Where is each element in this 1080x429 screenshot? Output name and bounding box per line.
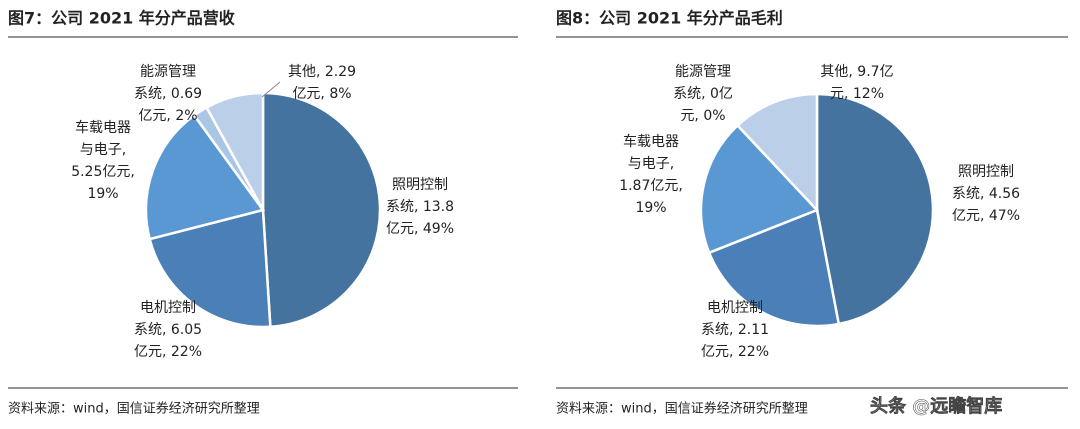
slice-label: 亿元, 22% xyxy=(134,344,202,360)
slice-label: 与电子, xyxy=(80,142,126,158)
pie-slice xyxy=(707,208,841,328)
pie-slice xyxy=(261,91,382,329)
slice-label: 照明控制 xyxy=(392,177,448,193)
chart-title: 图7：公司 2021 年分产品营收 xyxy=(8,9,235,28)
source-note: 资料来源：wind，国信证券经济研究所整理 xyxy=(8,401,260,417)
slice-label: 能源管理 xyxy=(675,64,731,80)
pie-slice xyxy=(204,91,265,211)
slice-label: 车载电器 xyxy=(623,133,679,150)
source-note: 资料来源：wind，国信证券经济研究所整理 xyxy=(556,401,808,417)
slice-label: 系统, 4.56 xyxy=(952,186,1020,202)
slice-label: 1.87亿元, xyxy=(619,178,683,194)
slice-label: 亿元, 8% xyxy=(292,86,351,102)
watermark: 头条 @远瞻智库 xyxy=(870,395,1002,417)
slice-label: 亿元, 49% xyxy=(386,221,454,237)
slice-label: 系统, 2.11 xyxy=(701,322,769,338)
pie-slice xyxy=(144,113,266,241)
slice-label: 19% xyxy=(87,186,118,202)
slice-label: 电机控制 xyxy=(707,300,763,316)
leader-line xyxy=(261,81,281,98)
slice-label: 系统, 13.8 xyxy=(386,199,454,215)
slice-label: 照明控制 xyxy=(958,164,1014,180)
slice-label: 系统, 0亿 xyxy=(673,86,733,102)
pie-slice xyxy=(815,92,935,326)
slice-label: 亿元, 2% xyxy=(138,108,197,124)
slice-label: 电机控制 xyxy=(140,300,196,316)
slice-label: 亿元, 47% xyxy=(952,208,1020,224)
chart-title: 图8：公司 2021 年分产品毛利 xyxy=(556,9,783,28)
slice-label: 元, 12% xyxy=(830,86,884,102)
slice-label: 其他, 2.29 xyxy=(288,64,356,80)
pie-slice xyxy=(148,208,272,329)
slice-label: 5.25亿元, xyxy=(71,164,135,180)
slice-label: 系统, 0.69 xyxy=(134,86,202,102)
pie-slice xyxy=(699,123,820,255)
pie-slice xyxy=(735,92,819,214)
slice-label: 19% xyxy=(635,200,666,216)
slice-label: 车载电器 xyxy=(75,119,131,136)
slice-label: 与电子, xyxy=(628,156,674,172)
slice-label: 其他, 9.7亿 xyxy=(820,64,893,80)
slice-label: 能源管理 xyxy=(140,64,196,80)
slice-label: 系统, 6.05 xyxy=(134,322,202,338)
slice-label: 元, 0% xyxy=(680,108,725,124)
slice-label: 亿元, 22% xyxy=(701,344,769,360)
